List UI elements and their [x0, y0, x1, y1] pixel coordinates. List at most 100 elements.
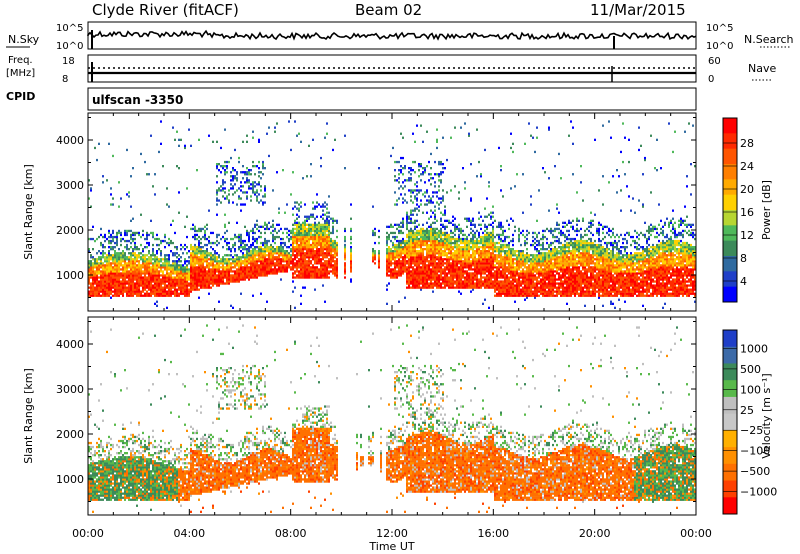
heatmap-cell: [328, 219, 330, 222]
heatmap-cell: [202, 286, 204, 289]
heatmap-cell: [288, 264, 290, 267]
heatmap-cell: [396, 276, 398, 279]
heatmap-cell: [464, 181, 466, 184]
heatmap-cell: [200, 274, 202, 277]
heatmap-cell: [138, 256, 140, 259]
heatmap-cell: [434, 241, 436, 245]
heatmap-cell: [278, 207, 280, 210]
heatmap-cell: [310, 270, 312, 273]
heatmap-cell: [270, 243, 272, 247]
heatmap-cell: [120, 276, 122, 279]
heatmap-cell: [266, 300, 268, 303]
heatmap-cell: [238, 239, 240, 243]
heatmap-cell: [438, 270, 440, 273]
heatmap-cell: [466, 260, 468, 263]
heatmap-cell: [206, 272, 208, 275]
heatmap-cell: [408, 278, 410, 281]
heatmap-cell: [324, 231, 326, 235]
heatmap-cell: [416, 286, 418, 289]
heatmap-cell: [174, 282, 176, 285]
heatmap-cell: [290, 248, 292, 251]
heatmap-cell: [452, 276, 454, 279]
heatmap-cell: [160, 252, 162, 255]
heatmap-cell: [132, 264, 134, 267]
heatmap-cell: [492, 243, 494, 247]
heatmap-cell: [416, 239, 418, 243]
heatmap-cell: [290, 260, 292, 263]
heatmap-cell: [452, 215, 454, 218]
heatmap-cell: [372, 260, 374, 263]
heatmap-cell: [240, 197, 242, 200]
heatmap-cell: [334, 268, 336, 271]
heatmap-cell: [328, 235, 330, 239]
heatmap-cell: [306, 250, 308, 253]
heatmap-cell: [412, 286, 414, 289]
heatmap-cell: [176, 280, 178, 283]
heatmap-cell: [236, 221, 238, 224]
heatmap-cell: [444, 252, 446, 255]
heatmap-cell: [196, 252, 198, 255]
heatmap-cell: [500, 290, 502, 293]
heatmap-cell: [244, 254, 246, 257]
heatmap-cell: [208, 278, 210, 281]
heatmap-cell: [226, 278, 228, 281]
heatmap-cell: [94, 272, 96, 275]
heatmap-cell: [492, 258, 494, 261]
heatmap-cell: [440, 260, 442, 263]
heatmap-cell: [490, 239, 492, 243]
heatmap-cell: [128, 278, 130, 281]
heatmap-cell: [322, 248, 324, 251]
heatmap-cell: [206, 254, 208, 257]
heatmap-cell: [136, 280, 138, 283]
heatmap-cell: [396, 250, 398, 253]
heatmap-cell: [142, 282, 144, 285]
heatmap-cell: [258, 248, 260, 251]
heatmap-cell: [504, 270, 506, 273]
heatmap-cell: [372, 258, 374, 261]
heatmap-cell: [404, 246, 406, 249]
heatmap-cell: [200, 254, 202, 257]
heatmap-cell: [134, 276, 136, 279]
heatmap-cell: [108, 260, 110, 263]
heatmap-cell: [332, 148, 334, 152]
heatmap-cell: [434, 229, 436, 233]
heatmap-cell: [392, 252, 394, 255]
heatmap-cell: [286, 262, 288, 265]
heatmap-cell: [178, 284, 180, 287]
heatmap-cell: [146, 278, 148, 281]
heatmap-cell: [224, 191, 226, 194]
heatmap-cell: [212, 276, 214, 279]
heatmap-cell: [114, 256, 116, 259]
heatmap-cell: [224, 187, 226, 190]
heatmap-cell: [416, 270, 418, 273]
heatmap-cell: [256, 199, 258, 202]
heatmap-cell: [422, 243, 424, 247]
heatmap-cell: [396, 264, 398, 267]
heatmap-cell: [416, 268, 418, 271]
heatmap-cell: [308, 256, 310, 259]
heatmap-cell: [308, 217, 310, 220]
heatmap-cell: [428, 243, 430, 247]
heatmap-cell: [454, 260, 456, 263]
heatmap-cell: [104, 282, 106, 285]
heatmap-cell: [294, 256, 296, 259]
heatmap-cell: [162, 165, 164, 168]
heatmap-cell: [310, 250, 312, 253]
heatmap-cell: [304, 237, 306, 241]
heatmap-cell: [96, 268, 98, 271]
heatmap-cell: [118, 260, 120, 263]
heatmap-cell: [330, 246, 332, 249]
heatmap-cell: [458, 286, 460, 289]
heatmap-cell: [318, 231, 320, 235]
heatmap-cell: [454, 272, 456, 275]
heatmap-cell: [124, 272, 126, 275]
heatmap-cell: [280, 237, 282, 241]
heatmap-cell: [426, 203, 428, 206]
heatmap-cell: [404, 250, 406, 253]
heatmap-cell: [480, 276, 482, 279]
heatmap-cell: [350, 241, 352, 245]
heatmap-cell: [310, 175, 312, 178]
heatmap-cell: [430, 252, 432, 255]
heatmap-cell: [424, 276, 426, 279]
heatmap-cell: [266, 266, 268, 269]
